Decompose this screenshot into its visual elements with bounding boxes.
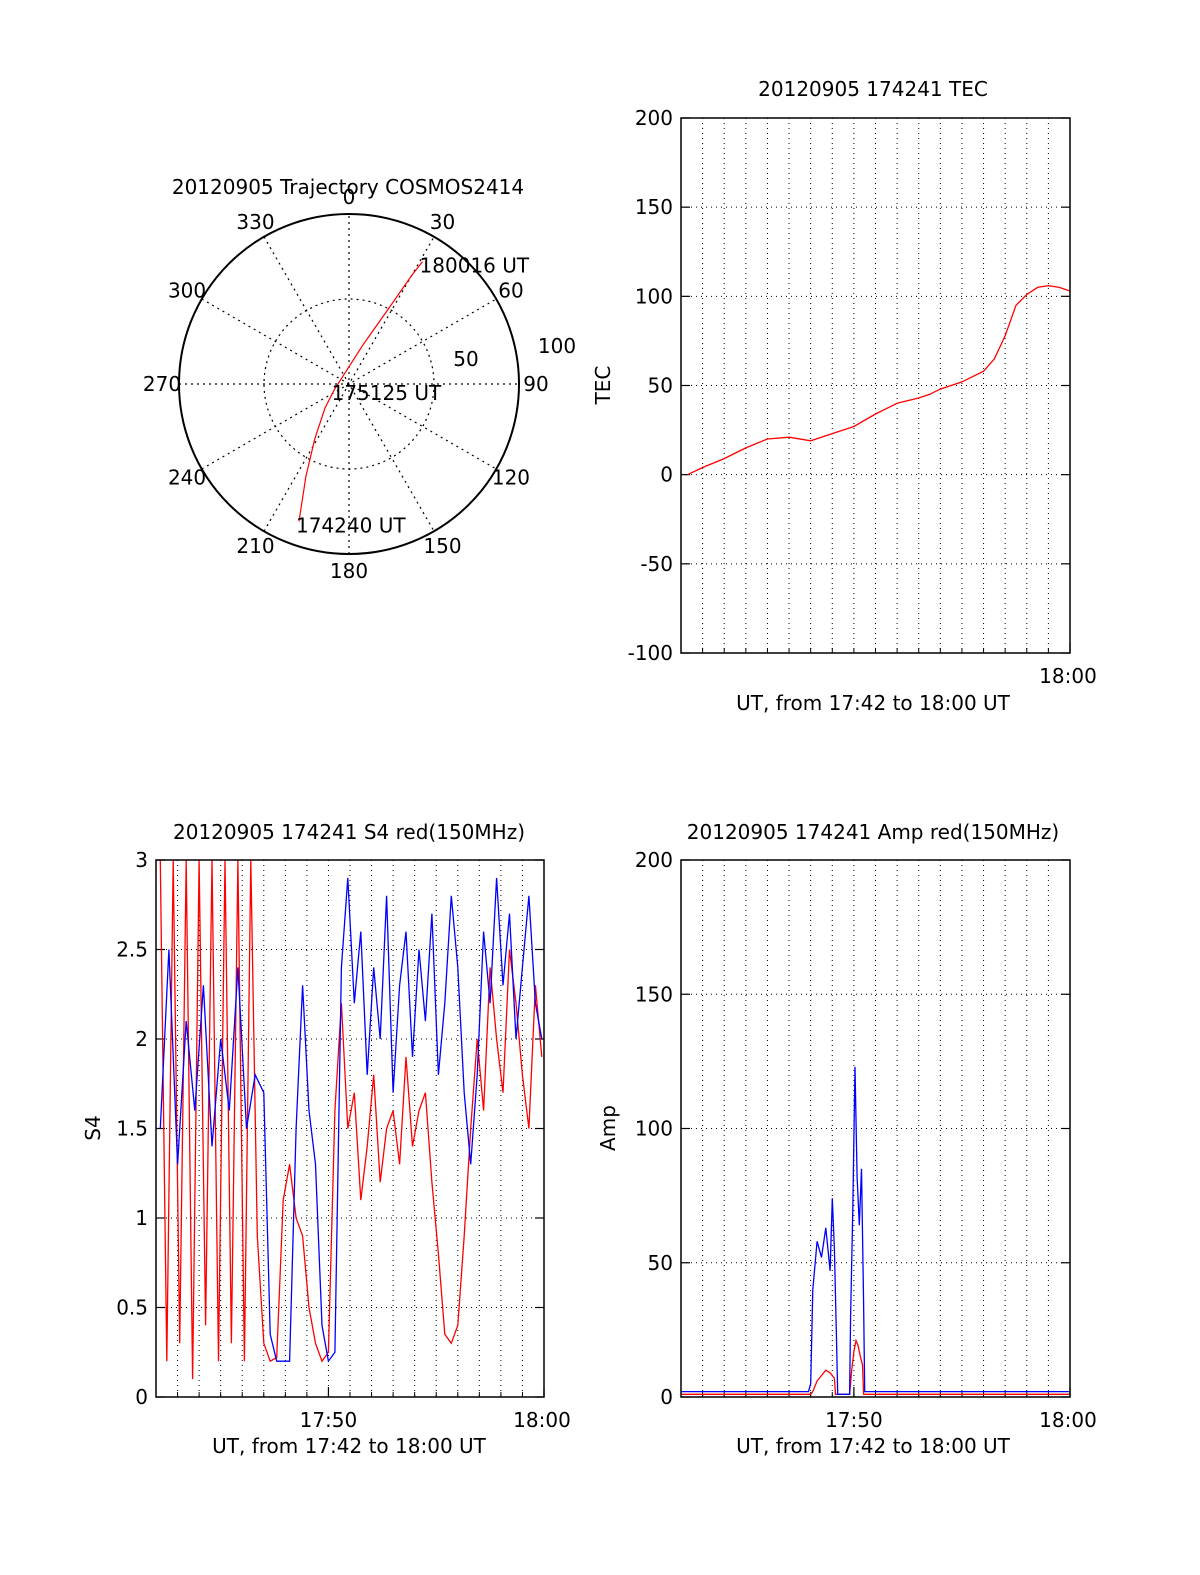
trajectory-line: [298, 261, 423, 522]
radius-label: 100: [538, 334, 576, 358]
azimuth-label: 120: [492, 466, 530, 490]
amp-panel: 20120905 174241 Amp red(150MHz) UT, from…: [596, 820, 1097, 1458]
polar-trajectory-panel: 20120905 Trajectory COSMOS2414 0 30 60 90 12…: [143, 175, 576, 583]
y-tick-label: 100: [635, 1117, 673, 1141]
polar-title: 20120905 Trajectory COSMOS2414: [172, 175, 524, 199]
s4-ylabel: S4: [81, 1115, 105, 1140]
trajectory-time-label: 175125 UT: [332, 381, 442, 405]
series-line: [159, 877, 543, 1363]
plot-frame: [680, 859, 1071, 1398]
s4-panel: 20120905 174241 S4 red(150MHz) UT, from …: [81, 820, 571, 1458]
azimuth-label: 300: [168, 279, 206, 303]
trajectory-time-label: 174240 UT: [296, 513, 406, 537]
x-tick-label: 18:00: [1039, 664, 1097, 688]
radius-label: 50: [453, 347, 478, 371]
azimuth-label: 30: [430, 210, 455, 234]
y-tick-label: 1: [135, 1206, 148, 1230]
trajectory-annotations: 174240 UT 175125 UT 180016 UT: [296, 254, 530, 538]
y-tick-label: 0: [660, 1385, 673, 1409]
azimuth-label: 0: [343, 185, 356, 209]
azimuth-label: 90: [523, 372, 548, 396]
polar-labels: 0 30 60 90 120 150 180 210 240 270 300 330 50 100: [143, 185, 576, 583]
azimuth-label: 210: [236, 534, 274, 558]
y-tick-label: 100: [635, 284, 673, 308]
tec-title: 20120905 174241 TEC: [758, 77, 988, 101]
tec-ylabel: TEC: [591, 366, 615, 406]
y-tick-label: 50: [648, 1251, 673, 1275]
x-tick-label: 18:00: [513, 1408, 571, 1432]
azimuth-label: 270: [143, 372, 181, 396]
azimuth-label: 330: [236, 210, 274, 234]
y-tick-label: -50: [640, 552, 673, 576]
plot-frame: [155, 859, 545, 1398]
trajectory-time-label: 180016 UT: [420, 254, 530, 278]
polar-grid: [178, 213, 520, 555]
y-tick-label: -100: [628, 641, 673, 665]
amp-ylabel: Amp: [596, 1105, 620, 1151]
y-tick-label: 3: [135, 848, 148, 872]
polar-spoke: [263, 236, 435, 532]
y-tick-label: 150: [635, 982, 673, 1006]
y-tick-label: 2.5: [116, 938, 148, 962]
series-line: [681, 1338, 1070, 1395]
series-line: [681, 1066, 1070, 1395]
s4-xlabel: UT, from 17:42 to 18:00 UT: [212, 1434, 487, 1458]
plot-frame: [680, 117, 1071, 654]
y-tick-label: 2: [135, 1027, 148, 1051]
y-tick-label: 150: [635, 195, 673, 219]
amp-title: 20120905 174241 Amp red(150MHz): [687, 820, 1059, 844]
y-tick-label: 1.5: [116, 1117, 148, 1141]
x-tick-label: 17:50: [300, 1408, 358, 1432]
series-line: [687, 284, 1071, 476]
amp-xlabel: UT, from 17:42 to 18:00 UT: [736, 1434, 1011, 1458]
y-tick-label: 0.5: [116, 1296, 148, 1320]
y-tick-label: 50: [648, 374, 673, 398]
tec-panel: 20120905 174241 TEC UT, from 17:42 to 18…: [591, 77, 1097, 715]
y-tick-label: 0: [660, 463, 673, 487]
y-tick-label: 200: [635, 848, 673, 872]
tec-xlabel: UT, from 17:42 to 18:00 UT: [736, 691, 1011, 715]
azimuth-label: 150: [423, 534, 461, 558]
y-tick-label: 200: [635, 106, 673, 130]
x-tick-label: 18:00: [1039, 1408, 1097, 1432]
azimuth-label: 60: [498, 279, 523, 303]
s4-title: 20120905 174241 S4 red(150MHz): [173, 820, 525, 844]
x-tick-label: 17:50: [825, 1408, 883, 1432]
y-tick-label: 0: [135, 1385, 148, 1409]
azimuth-label: 240: [168, 466, 206, 490]
azimuth-label: 180: [330, 559, 368, 583]
